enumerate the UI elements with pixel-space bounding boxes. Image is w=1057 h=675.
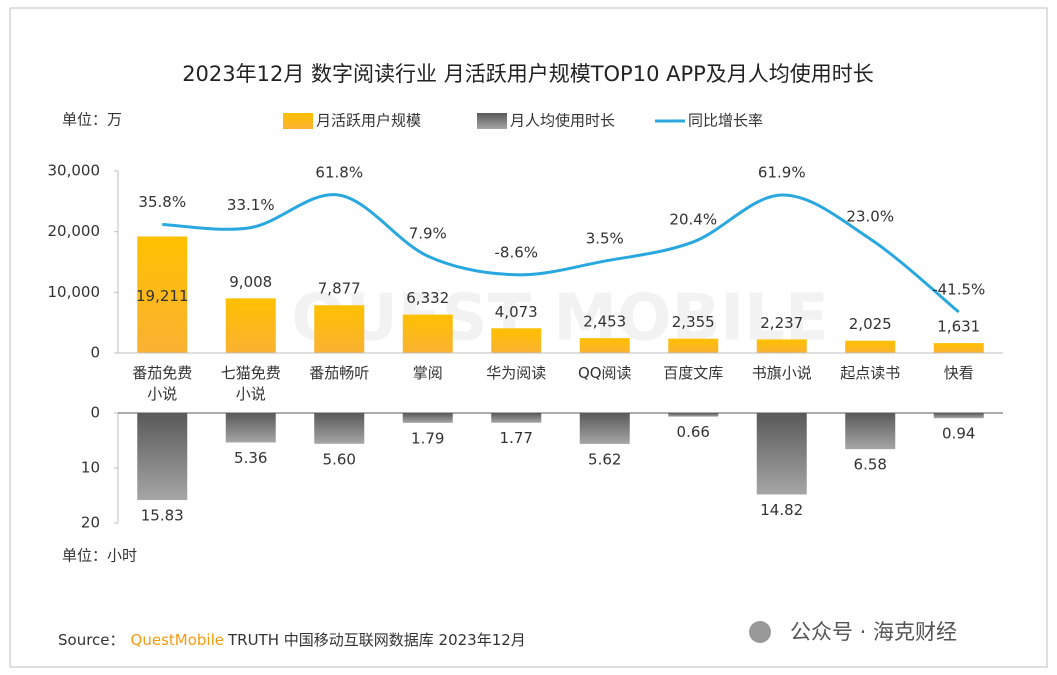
- bar: [756, 339, 807, 353]
- data-label: 33.1%: [227, 196, 275, 214]
- bar: [137, 413, 188, 501]
- x-tick-label: 华为阅读: [486, 364, 547, 382]
- bar: [668, 338, 719, 353]
- data-label: 23.0%: [846, 208, 894, 226]
- unit-label: 单位：万: [62, 111, 122, 129]
- line: [162, 193, 960, 314]
- x-tick-label: 百度文库: [663, 364, 724, 382]
- source-text: TRUTH 中国移动互联网数据库 2023年12月: [227, 631, 526, 649]
- y2-tick-label: 20: [81, 514, 100, 532]
- legend-swatch: [477, 113, 507, 129]
- data-label: 0.66: [677, 423, 710, 441]
- data-label: 2,237: [760, 314, 803, 332]
- y-tick-label: 10,000: [48, 283, 101, 301]
- bar: [402, 413, 453, 423]
- data-label: 35.8%: [138, 193, 186, 211]
- data-label: 6.58: [854, 456, 887, 474]
- data-label: 7.9%: [409, 225, 447, 243]
- y-tick-label: 30,000: [48, 162, 101, 180]
- bar: [579, 338, 630, 353]
- data-label: 20.4%: [669, 210, 717, 228]
- bar: [756, 413, 807, 495]
- data-label: 1.79: [411, 429, 444, 447]
- legend-swatch: [283, 113, 313, 129]
- data-label: 5.36: [234, 449, 267, 467]
- bar: [314, 305, 365, 353]
- data-label: 2,355: [672, 313, 715, 331]
- x-tick-label: 七猫免费小说: [220, 364, 281, 403]
- bar: [845, 413, 896, 450]
- footer-watermark: 公众号 · 海克财经: [790, 620, 957, 644]
- bar: [225, 298, 276, 353]
- x-tick-label: QQ阅读: [577, 364, 632, 382]
- data-label: 5.62: [588, 450, 621, 468]
- legend-label: 同比增长率: [688, 112, 763, 130]
- bar: [402, 314, 453, 353]
- y-tick-label: 20,000: [48, 222, 101, 240]
- bar: [314, 413, 365, 444]
- y2-tick-label: 10: [81, 459, 100, 477]
- bar: [668, 413, 719, 417]
- data-label: 61.8%: [315, 164, 363, 182]
- x-tick-label: 快看: [943, 364, 974, 382]
- data-label: -41.5%: [932, 281, 985, 299]
- bar: [579, 413, 630, 444]
- x-tick-label: 番茄畅听: [309, 364, 370, 382]
- bar: [933, 343, 984, 353]
- data-label: 2,025: [849, 315, 892, 333]
- unit-label: 单位：小时: [62, 547, 137, 565]
- logo-watermark: QUEST MOBILE: [291, 282, 828, 356]
- wechat-icon: [749, 621, 771, 643]
- data-label: 4,073: [495, 303, 538, 321]
- data-label: 15.83: [141, 507, 184, 525]
- bar: [491, 413, 542, 423]
- bar: [933, 413, 984, 419]
- data-label: 19,211: [136, 287, 189, 305]
- bar: [491, 328, 542, 353]
- y2-tick-label: 0: [90, 404, 100, 422]
- legend-label: 月活跃用户规模: [316, 112, 421, 130]
- bar: [845, 340, 896, 353]
- legend-label: 月人均使用时长: [510, 112, 615, 130]
- source-brand: QuestMobile: [131, 631, 224, 649]
- data-label: 1,631: [937, 318, 980, 336]
- x-tick-label: 掌阅: [412, 364, 443, 382]
- data-label: 3.5%: [586, 230, 624, 248]
- data-label: 14.82: [760, 501, 803, 519]
- bar: [225, 413, 276, 443]
- footer-text: Source： QuestMobile TRUTH 中国移动互联网数据库 2023年…: [58, 631, 526, 649]
- data-label: 5.60: [323, 450, 356, 468]
- data-label: 7,877: [318, 280, 361, 298]
- bar: [137, 236, 188, 353]
- data-label: 2,453: [583, 313, 626, 331]
- source-label: Source：: [58, 631, 125, 649]
- data-label: 0.94: [942, 425, 975, 443]
- data-label: 9,008: [229, 273, 272, 291]
- chart-title: 2023年12月 数字阅读行业 月活跃用户规模TOP10 APP及月人均使用时长: [182, 62, 874, 86]
- data-label: 1.77: [500, 429, 533, 447]
- x-tick-label: 番茄免费小说: [132, 364, 193, 403]
- x-tick-label: 起点读书: [840, 364, 901, 382]
- data-label: 61.9%: [758, 164, 806, 182]
- x-tick-label: 书旗小说: [751, 364, 812, 382]
- y-tick-label: 0: [90, 344, 100, 362]
- data-label: 6,332: [406, 289, 449, 307]
- data-label: -8.6%: [494, 243, 538, 261]
